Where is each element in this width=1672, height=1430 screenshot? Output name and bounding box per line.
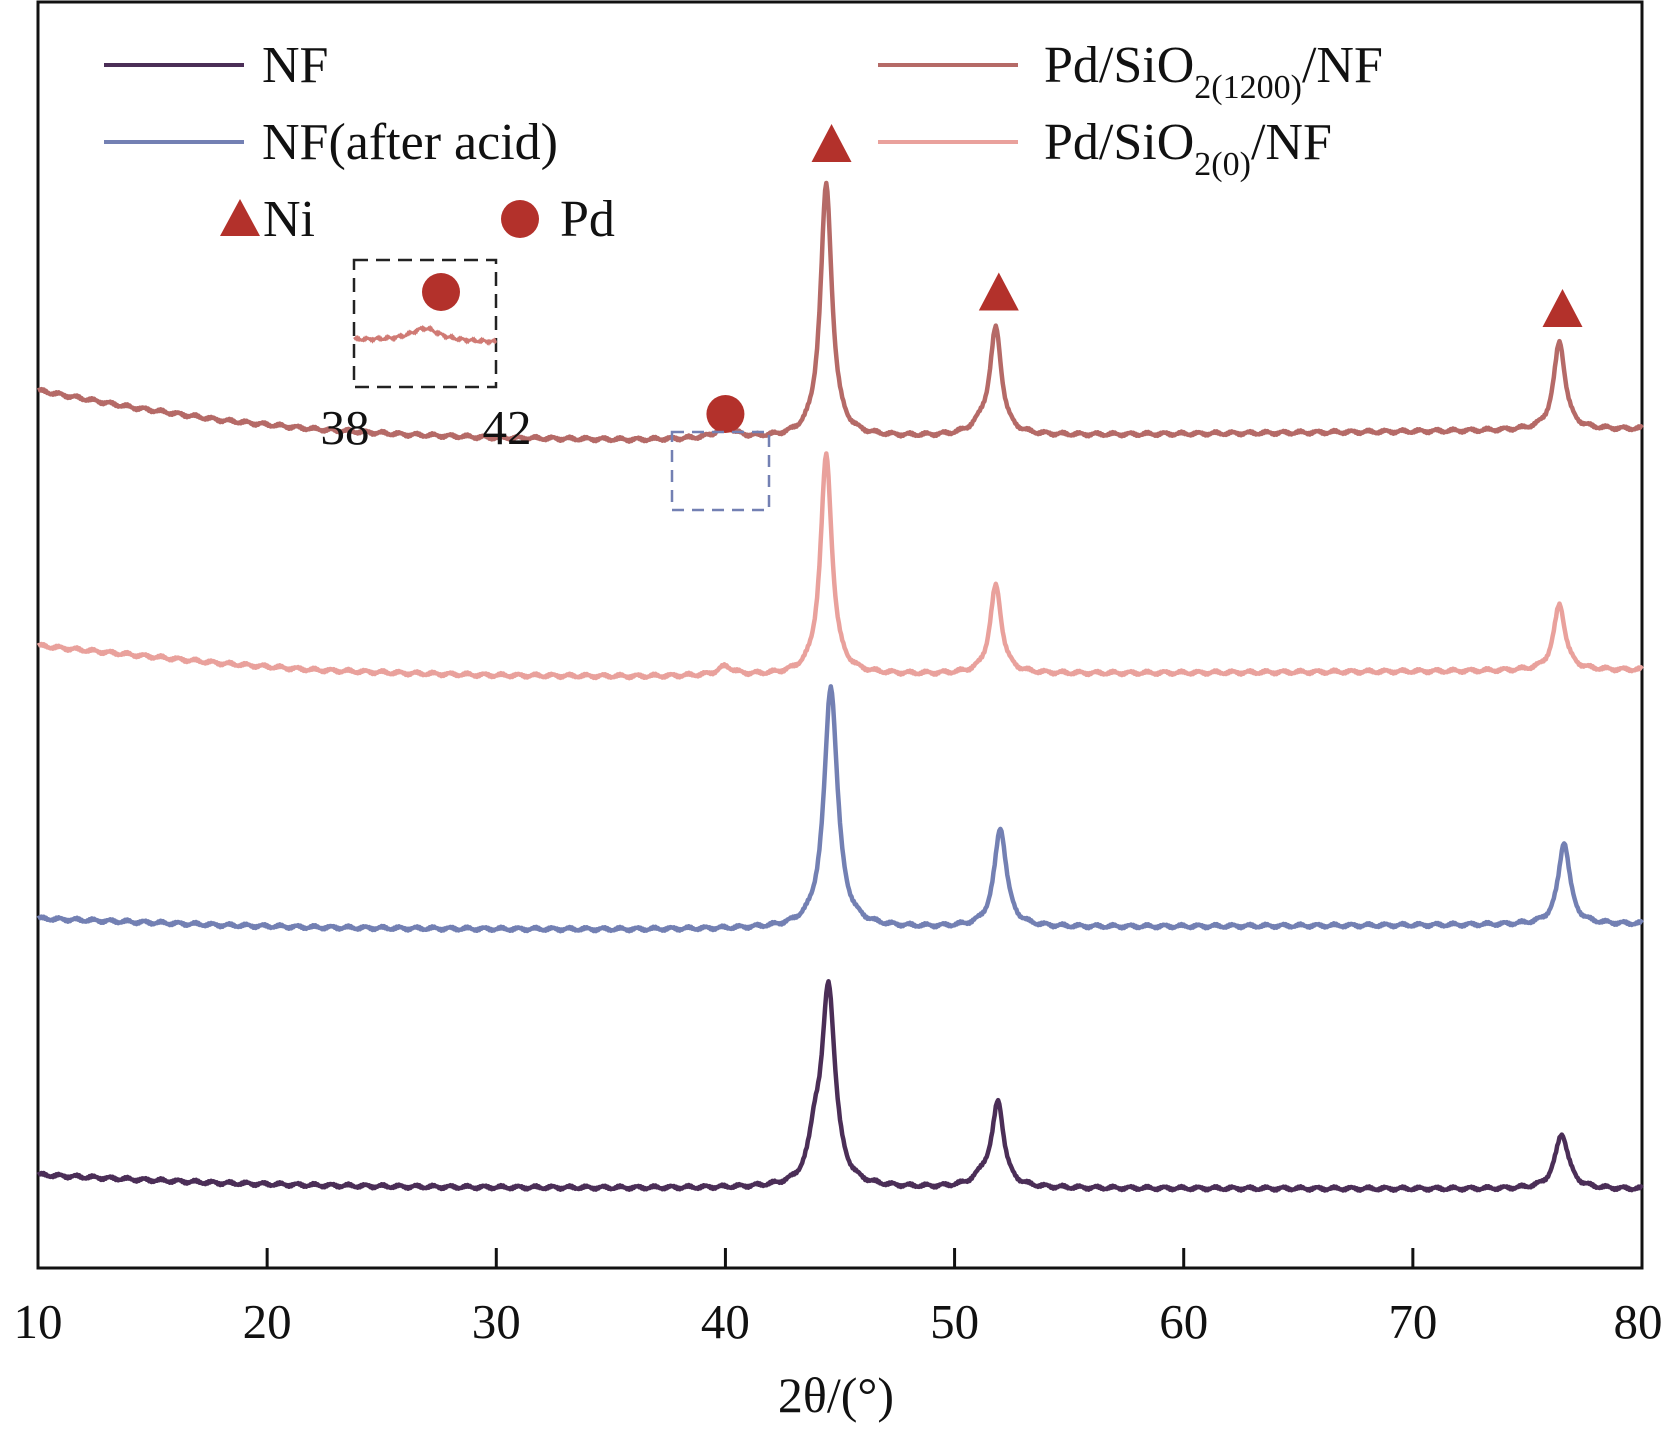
series-line-3 (36, 180, 1644, 444)
x-axis-title: 2θ/(°) (778, 1367, 894, 1423)
x-tick-label-80: 80 (1614, 1294, 1663, 1349)
series-curves (36, 180, 1644, 1193)
x-tick-label-10: 10 (14, 1294, 63, 1349)
legend-label-pd-sio2-0: Pd/SiO2(0)/NF (1044, 114, 1332, 183)
series-line-0 (36, 979, 1644, 1193)
legend-label-pd-sio2-1200: Pd/SiO2(1200)/NF (1044, 37, 1383, 106)
x-tick-label-70: 70 (1388, 1294, 1437, 1349)
legend-label-pd-sio2-0-suffix: /NF (1251, 114, 1332, 171)
ni-marker-triangle-1 (978, 272, 1019, 311)
inset-curve (353, 324, 498, 347)
x-tick-label-40: 40 (701, 1294, 750, 1349)
legend-label-pd-sio2-1200-main: Pd/SiO (1044, 37, 1194, 94)
pd-marker-circle-0 (706, 395, 745, 433)
inset-frame (352, 258, 498, 389)
legend-label-pd-sio2-1200-suffix: /NF (1302, 37, 1383, 94)
peak-markers (706, 124, 1583, 433)
legend-label-nf-after-acid: NF(after acid) (262, 114, 558, 171)
ni-marker-triangle-2 (1542, 289, 1583, 327)
legend-label-ni: Ni (263, 191, 315, 248)
legend-ni-triangle-icon (220, 199, 260, 236)
series-line-2 (36, 451, 1644, 681)
plot-frame (36, 0, 1644, 1270)
x-tick-label-30: 30 (472, 1294, 521, 1349)
x-tick-label-60: 60 (1159, 1294, 1208, 1349)
legend-pd-circle-icon (501, 200, 539, 238)
inset-pd-zoom: 38 42 (321, 258, 771, 512)
legend-label-pd-sio2-1200-sub: 2(1200) (1194, 69, 1302, 106)
inset-tick-right: 42 (483, 400, 532, 455)
inset-pd-circle-icon (422, 273, 460, 311)
inset-tick-left: 38 (321, 400, 370, 455)
legend: NF NF(after acid) Pd/SiO2(1200)/NF Pd/Si… (104, 37, 1383, 248)
inset-source-box (670, 430, 771, 512)
x-axis-ticks: 10 20 30 40 50 60 70 80 (14, 1248, 1663, 1349)
ni-marker-triangle-0 (811, 124, 852, 162)
legend-label-pd-sio2-0-sub: 2(0) (1194, 146, 1251, 183)
series-line-1 (36, 684, 1644, 934)
legend-label-pd: Pd (560, 191, 615, 248)
x-tick-label-20: 20 (243, 1294, 292, 1349)
x-tick-label-50: 50 (930, 1294, 979, 1349)
legend-label-pd-sio2-0-main: Pd/SiO (1044, 114, 1194, 171)
legend-label-nf: NF (262, 37, 328, 94)
